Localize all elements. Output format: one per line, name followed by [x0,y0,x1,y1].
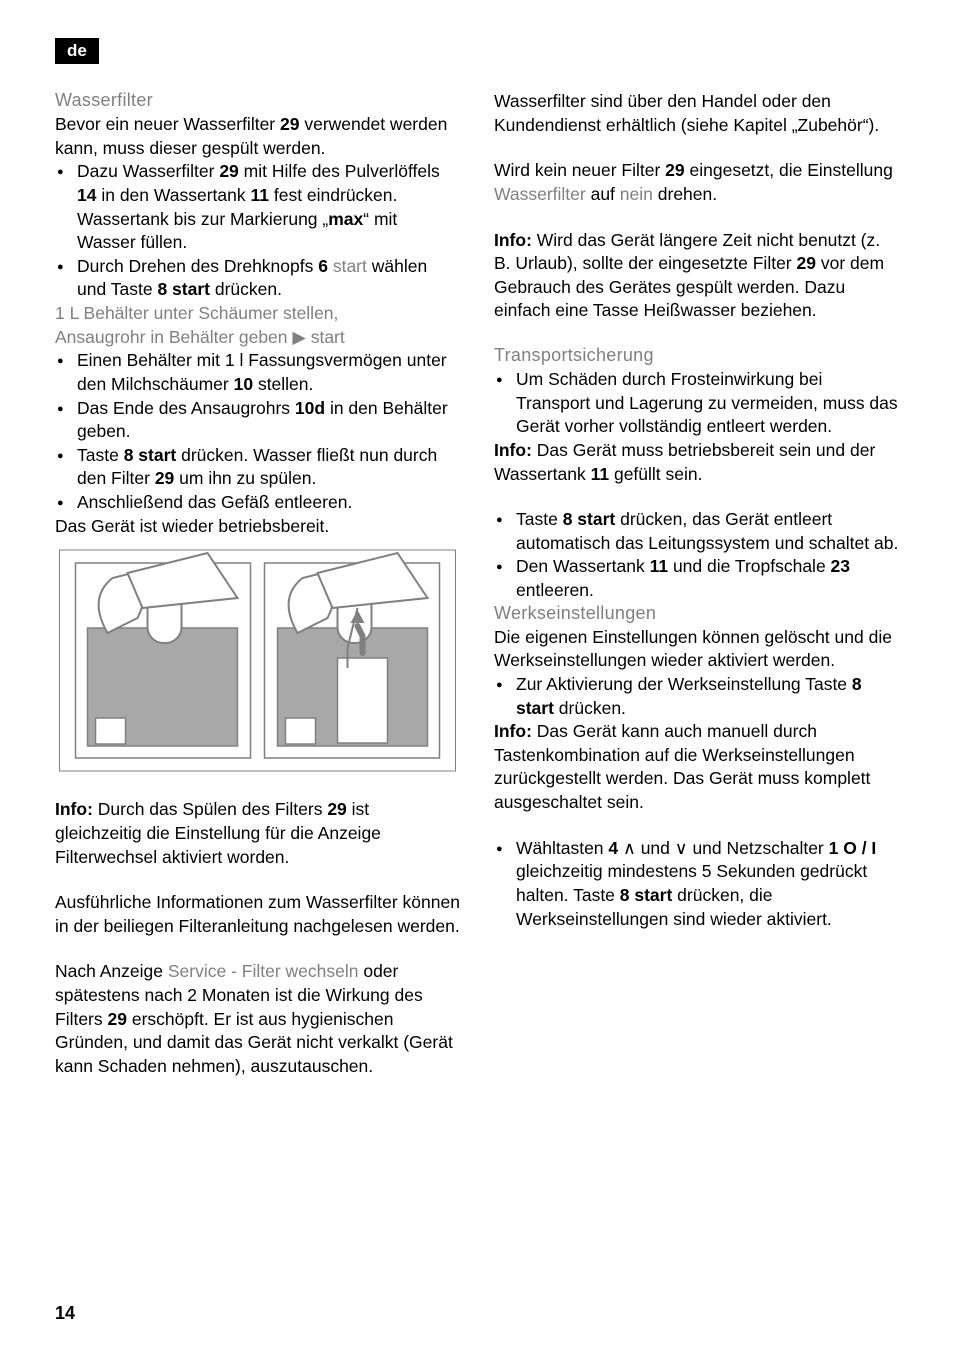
werks-list-2: Wähltasten 4 ∧ und ∨ und Netzschalter 1 … [494,837,899,932]
wasserfilter-closing: Das Gerät ist wieder betriebsbereit. [55,515,460,539]
section-werks-title: Werkseinstellungen [494,603,899,624]
section-transport-title: Transportsicherung [494,345,899,366]
transport-info: Info: Das Gerät muss betriebsbereit sein… [494,439,899,486]
left-column: Wasserfilter Bevor ein neuer Wasserfilte… [55,90,460,1079]
list-item: Zur Aktivierung der Werkseinstellung Tas… [494,673,899,720]
detail-info: Ausführliche Informationen zum Wasserfil… [55,891,460,938]
list-item: Um Schäden durch Frosteinwirkung bei Tra… [494,368,899,439]
info-1: Info: Durch das Spülen des Filters 29 is… [55,798,460,869]
system-message-2: Ansaugrohr in Behälter geben ▶ start [55,326,460,350]
wasserfilter-list-1: Dazu Wasserfilter 29 mit Hilfe des Pulve… [55,160,460,302]
section-wasserfilter-title: Wasserfilter [55,90,460,111]
system-message-1: 1 L Behälter unter Schäumer stellen, [55,302,460,326]
list-item: Taste 8 start drücken. Wasser fließt nun… [55,444,460,491]
werks-intro: Die eigenen Einstellungen können gelösch… [494,626,899,673]
filter-illustration [55,548,460,773]
werks-list-1: Zur Aktivierung der Werkseinstellung Tas… [494,673,899,720]
info-2: Info: Wird das Gerät längere Zeit nicht … [494,229,899,324]
transport-list-1: Um Schäden durch Frosteinwirkung bei Tra… [494,368,899,439]
list-item: Taste 8 start drücken, das Gerät entleer… [494,508,899,555]
list-item: Durch Drehen des Drehknopfs 6 start wähl… [55,255,460,302]
wasserfilter-list-2: Einen Behälter mit 1 l Fassungsvermögen … [55,349,460,514]
right-para1: Wasserfilter sind über den Handel oder d… [494,90,899,137]
list-item: Einen Behälter mit 1 l Fassungsvermögen … [55,349,460,396]
nach-anzeige: Nach Anzeige Service - Filter wechseln o… [55,960,460,1078]
list-item: Anschließend das Gefäß entleeren. [55,491,460,515]
list-item: Wähltasten 4 ∧ und ∨ und Netzschalter 1 … [494,837,899,932]
list-item: Das Ende des Ansaugrohrs 10d in den Behä… [55,397,460,444]
werks-info: Info: Das Gerät kann auch manuell durch … [494,720,899,815]
transport-list-2: Taste 8 start drücken, das Gerät entleer… [494,508,899,603]
language-badge: de [55,38,99,64]
right-para2: Wird kein neuer Filter 29 eingesetzt, di… [494,159,899,206]
list-item: Dazu Wasserfilter 29 mit Hilfe des Pulve… [55,160,460,255]
content-columns: Wasserfilter Bevor ein neuer Wasserfilte… [55,90,899,1079]
page-number: 14 [55,1303,75,1324]
wasserfilter-intro: Bevor ein neuer Wasserfilter 29 verwende… [55,113,460,160]
right-column: Wasserfilter sind über den Handel oder d… [494,90,899,1079]
list-item: Den Wassertank 11 und die Tropfschale 23… [494,555,899,602]
